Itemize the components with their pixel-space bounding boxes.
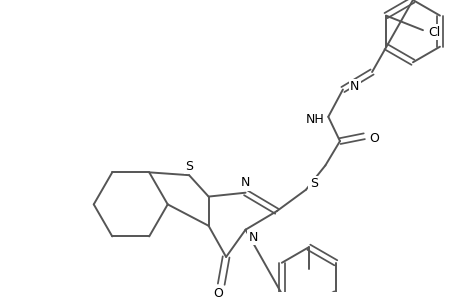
Text: N: N	[241, 176, 250, 190]
Text: S: S	[185, 160, 193, 173]
Text: O: O	[213, 287, 223, 300]
Text: O: O	[368, 132, 378, 145]
Text: NH: NH	[305, 113, 323, 126]
Text: N: N	[349, 80, 358, 93]
Text: N: N	[248, 231, 257, 244]
Text: S: S	[309, 177, 317, 190]
Text: Cl: Cl	[428, 26, 440, 39]
